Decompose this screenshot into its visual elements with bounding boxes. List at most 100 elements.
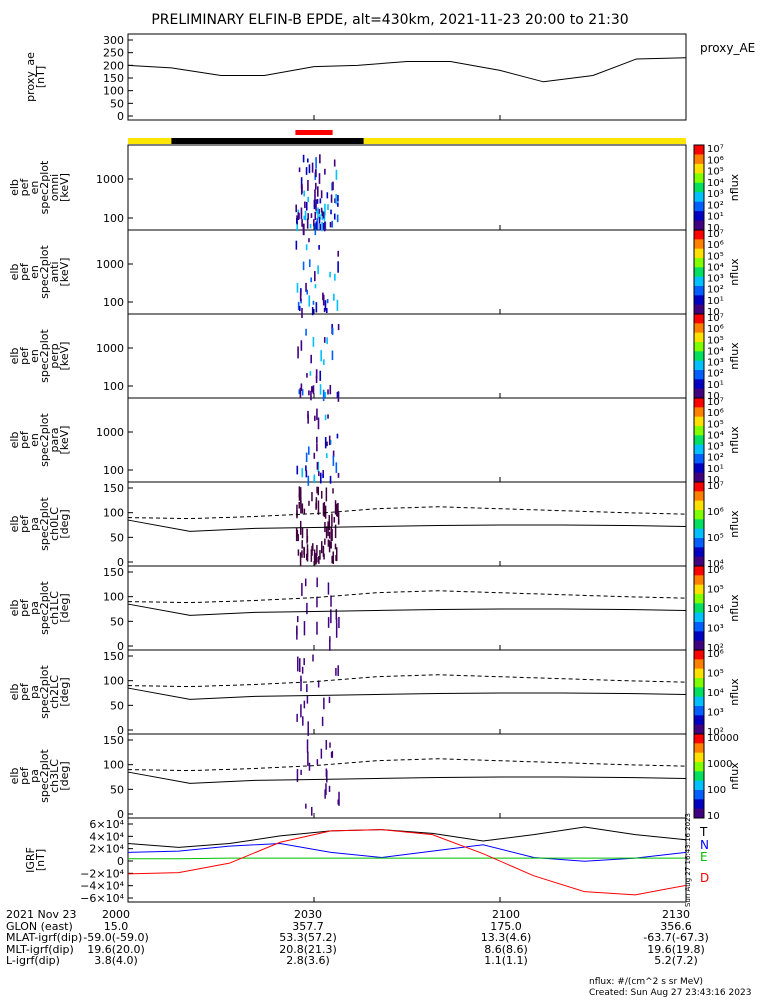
colorbar-segment [694, 463, 704, 474]
spectrogram-pixel [314, 182, 317, 190]
y-axis-label: [deg] [58, 593, 71, 622]
colorbar-tick-label: 10² [707, 727, 724, 738]
spectrogram-pixel [314, 169, 317, 177]
colorbar-segment [694, 752, 704, 763]
spectrogram-pixel [322, 294, 325, 306]
colorbar-tick-label: 10² [707, 369, 724, 380]
spectrogram-pixel [300, 383, 303, 391]
igrf-series-n [127, 843, 687, 862]
spectrogram-pixel [297, 213, 300, 220]
spectrogram-pixel [324, 203, 326, 215]
spectrogram-pixel [316, 198, 319, 204]
y-axis-label: [deg] [58, 509, 71, 538]
colorbar-segment [694, 220, 704, 231]
y-axis-label: elb [8, 348, 21, 365]
spectrogram-pixel [313, 474, 316, 484]
colorbar-unit-label: nflux [728, 678, 741, 706]
y-axis-label: anti [48, 261, 61, 282]
spectrogram-pixel [324, 168, 326, 175]
y-tick-label: 150 [103, 482, 124, 495]
y-axis-label: pa [28, 601, 41, 615]
spectrogram-pixel [318, 216, 321, 224]
y-axis-label: ch0LC [48, 507, 61, 541]
spectrogram-pixel [324, 391, 327, 398]
footer-row-label: MLAT-igrf(dip) [6, 931, 83, 944]
y-tick-label: 150 [103, 650, 124, 663]
spectrogram-pixel [324, 437, 327, 449]
colorbar-segment [694, 276, 704, 287]
y-axis-label: [nT] [34, 849, 47, 871]
y-axis-label: elb [8, 600, 21, 617]
spectrogram-pixel [312, 385, 315, 395]
colorbar-tick-label: 10⁶ [707, 507, 724, 518]
colorbar-segment [694, 603, 704, 614]
y-tick-label: 150 [103, 566, 124, 579]
spectrogram-pixel [308, 390, 310, 396]
spectrogram-pixel [329, 439, 332, 445]
spectrogram-pixel [318, 245, 320, 250]
y-axis-label: pef [18, 514, 31, 533]
panel-en_perp: elbpefenspec2plotperp[keV]10010001010¹10… [8, 313, 741, 402]
spectrogram-pixel [333, 213, 336, 220]
spectrogram-pixel [311, 307, 314, 316]
spectrogram-pixel [316, 223, 319, 230]
y-axis-label: elb [8, 684, 21, 701]
colorbar-tick-label: 10 [707, 307, 720, 318]
y-axis-label: para [48, 428, 61, 453]
y-axis-label: pef [18, 346, 31, 365]
footer-row-value: 1.1(1.1) [484, 954, 528, 967]
spectrogram-pixel [319, 198, 322, 204]
pa-spectrogram-pixel [303, 658, 305, 666]
colorbar-tick-label: 10² [707, 453, 724, 464]
footer-row-value: 2100 [492, 908, 520, 921]
y-axis-label: elb [8, 432, 21, 449]
y-tick-label: 50 [110, 615, 124, 628]
panel-frame [127, 397, 687, 483]
colorbar-segment [694, 248, 704, 259]
spectrogram-pixel [336, 391, 339, 399]
y-axis-label: [keV] [58, 258, 71, 287]
pa-spectrogram-pixel [332, 551, 335, 564]
colorbar-segment [694, 500, 704, 511]
colorbar-tick-label: 10⁷ [707, 229, 724, 240]
pa-spectrogram-pixel [308, 500, 310, 506]
colorbar-tick-label: 10⁵ [707, 669, 724, 680]
pa-spectrogram-pixel [299, 658, 301, 673]
spectrogram-pixel [307, 410, 309, 419]
y-axis-label: en [28, 349, 41, 363]
pa-spectrogram-pixel [305, 553, 308, 561]
spectrogram-pixel [295, 218, 298, 224]
pa-spectrogram-pixel [301, 527, 304, 539]
igrf-legend-e: E [700, 850, 708, 864]
pa-spectrogram-pixel [324, 538, 326, 545]
spectrogram-pixel [333, 159, 336, 167]
spectrogram-pixel [317, 265, 319, 275]
pa-spectrogram-pixel [323, 697, 325, 710]
colorbar-unit-label: nflux [728, 510, 741, 538]
spectrogram-pixel [308, 259, 311, 268]
pa-spectrogram-pixel [330, 526, 333, 541]
colorbar-tick-label: 10⁴ [707, 430, 724, 441]
y-tick-label: 4×10⁴ [89, 830, 124, 843]
colorbar-tick-label: 10⁴ [707, 178, 724, 189]
spectrogram-pixel [300, 207, 303, 220]
spectrogram-pixel [324, 300, 327, 311]
spectrogram-pixel [328, 435, 331, 446]
pa-spectrogram-pixel [303, 508, 306, 515]
spectrogram-pixel [330, 194, 333, 203]
colorbar-segment [694, 351, 704, 362]
spectrogram-pixel [301, 219, 303, 227]
colorbar-segment [694, 314, 704, 324]
y-tick-label: 0 [117, 808, 124, 821]
footer-row-value: -63.7(-67.3) [643, 931, 709, 944]
colorbar-segment [694, 370, 704, 380]
colorbar-segment [694, 416, 704, 427]
y-axis-label: pef [18, 430, 31, 449]
spectrogram-pixel [332, 455, 335, 466]
colorbar-tick-label: 10⁵ [707, 533, 724, 544]
pa-spectrogram-pixel [329, 742, 331, 748]
pa-spectrogram-pixel [325, 783, 327, 795]
spectrogram-pixel [323, 337, 326, 343]
panel-frame [127, 313, 687, 399]
